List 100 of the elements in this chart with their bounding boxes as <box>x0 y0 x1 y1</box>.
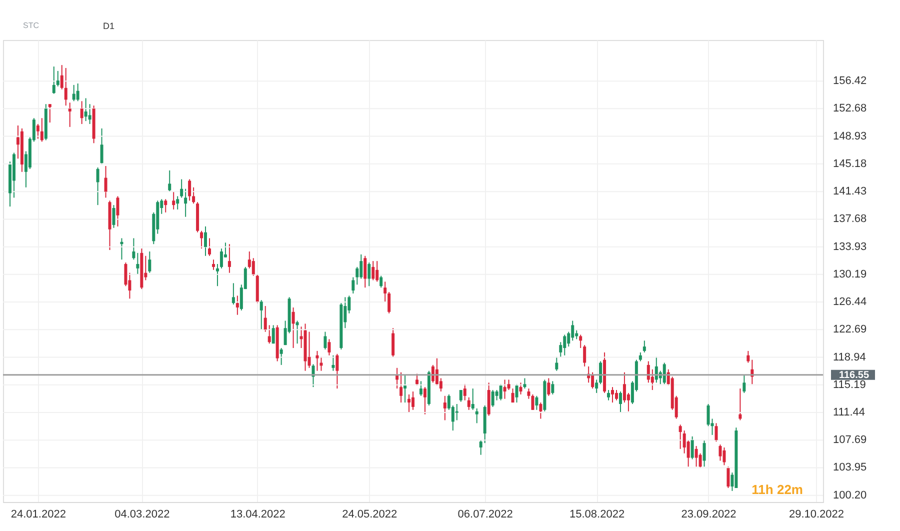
candlestick <box>595 379 598 394</box>
x-tick-label: 24.05.2022 <box>342 508 398 520</box>
candlestick <box>236 295 239 316</box>
candlestick <box>88 104 92 124</box>
candlestick <box>228 244 231 274</box>
candlestick <box>204 226 208 256</box>
x-tick-label: 04.03.2022 <box>114 508 170 520</box>
y-tick-label: 122.69 <box>833 324 867 336</box>
candlestick <box>583 344 586 367</box>
candlestick <box>471 388 474 410</box>
y-tick-label: 152.68 <box>833 102 867 115</box>
candlestick <box>212 259 215 270</box>
candlestick <box>52 66 56 94</box>
candlestick <box>176 196 180 210</box>
candlestick <box>650 368 654 390</box>
candlestick <box>368 262 371 287</box>
candlestick <box>100 128 104 166</box>
candlestick <box>336 353 339 390</box>
candlestick <box>423 386 426 415</box>
candlestick <box>332 354 335 372</box>
candlestick <box>618 390 622 414</box>
candlestick <box>320 356 323 372</box>
candlestick <box>714 422 718 442</box>
candlestick <box>220 248 223 269</box>
candlestick <box>591 372 594 390</box>
x-tick-label: 13.04.2022 <box>230 508 286 520</box>
candlestick <box>408 394 411 414</box>
candlestick <box>698 452 702 469</box>
candlestick <box>36 124 40 140</box>
candlestick <box>168 170 172 192</box>
y-tick-label: 118.94 <box>833 351 866 364</box>
candlestick <box>164 198 168 213</box>
candlestick <box>404 374 407 404</box>
ref-line-label: 116.55 <box>838 370 870 381</box>
candlestick <box>455 404 458 421</box>
candlestick <box>571 320 574 342</box>
candlestick <box>360 254 363 280</box>
candlestick <box>396 367 399 390</box>
candlestick <box>376 260 379 282</box>
candlestick <box>116 196 120 227</box>
x-tick-label: 15.08.2022 <box>570 508 625 520</box>
candlestick <box>316 350 319 372</box>
candlestick <box>467 396 470 410</box>
text: D1 <box>103 21 115 31</box>
x-tick-label: 29.10.2022 <box>788 508 844 520</box>
y-tick-label: 107.69 <box>833 434 867 446</box>
candlestick <box>579 334 582 348</box>
candlestick <box>56 70 60 87</box>
x-tick-label: 24.01.2022 <box>10 508 66 520</box>
candlestick <box>232 282 235 306</box>
candlestick <box>76 82 80 102</box>
candlestick <box>324 331 327 350</box>
y-tick-label: 156.42 <box>833 75 867 88</box>
candlestick <box>80 100 84 124</box>
candlestick <box>192 186 196 204</box>
candlestick <box>352 276 355 294</box>
annotation: 11h 22m <box>752 482 803 497</box>
candlestick <box>611 386 614 404</box>
candlestick <box>216 264 219 287</box>
candlestick <box>296 320 299 344</box>
candlestick <box>678 424 682 450</box>
candlestick <box>503 379 506 400</box>
candlestick <box>547 378 550 396</box>
candlestick <box>264 306 267 332</box>
candlestick <box>742 374 746 394</box>
candlestick <box>400 372 403 404</box>
candlestick <box>523 378 526 390</box>
candlestick <box>40 118 44 142</box>
candlestick <box>479 440 482 456</box>
candlestick <box>260 300 263 330</box>
candlestick <box>491 390 494 408</box>
candlestick <box>372 260 375 281</box>
candlestick <box>690 436 694 460</box>
candlestick <box>563 334 566 356</box>
candlestick <box>268 324 271 344</box>
candlestick <box>184 188 188 218</box>
candlestick <box>328 338 331 356</box>
y-tick-label: 137.68 <box>833 213 867 226</box>
candlestick <box>718 444 722 462</box>
candlestick <box>539 402 542 420</box>
candlestick <box>622 372 626 404</box>
x-tick-label: 06.07.2022 <box>458 508 513 520</box>
candlestick <box>511 388 514 404</box>
candlestick <box>124 262 128 287</box>
candlestick <box>112 204 116 228</box>
candlestick <box>615 390 618 401</box>
candlestick <box>96 166 100 206</box>
text: STC <box>23 21 40 30</box>
candlestick <box>726 466 730 488</box>
candlestick <box>132 238 136 260</box>
candlestick <box>272 324 275 344</box>
candlestick <box>475 408 478 424</box>
y-tick-label: 141.43 <box>833 186 867 198</box>
candlestick <box>599 360 602 385</box>
y-tick-label: 111.44 <box>833 406 866 419</box>
y-tick-label: 100.20 <box>833 489 867 502</box>
candlestick <box>662 362 666 385</box>
candlestick <box>507 379 510 390</box>
candlestick <box>308 331 311 368</box>
candlestick <box>68 102 72 128</box>
